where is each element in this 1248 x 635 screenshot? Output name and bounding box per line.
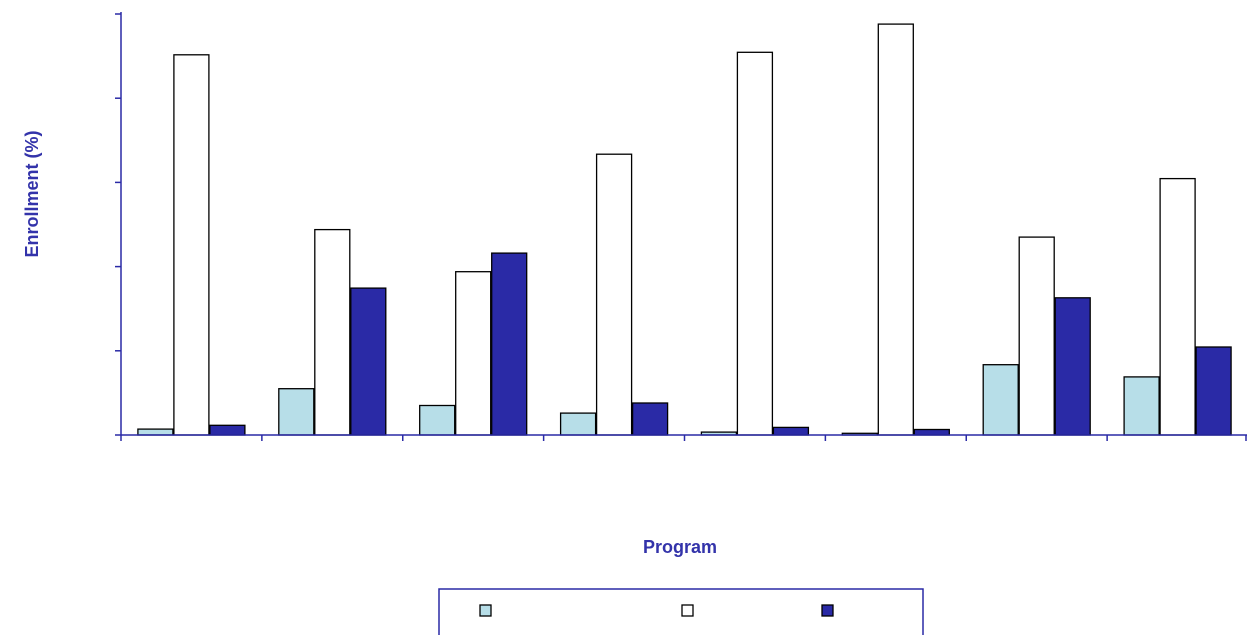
- bar-s1-c4: [559, 412, 597, 436]
- bar-s2-c7: [1018, 236, 1055, 436]
- bar-s2-c6: [877, 23, 914, 436]
- legend: [438, 588, 924, 635]
- bar-s3-c4: [631, 402, 669, 436]
- x-axis-title: Program: [643, 537, 717, 557]
- bar-s1-c2: [278, 388, 315, 436]
- legend-swatch-3: [821, 604, 834, 617]
- bar-s1-c3: [419, 404, 456, 436]
- bar-s2-c4: [595, 153, 633, 436]
- bar-s3-c1: [209, 424, 246, 436]
- bar-s1-c8: [1123, 376, 1160, 436]
- bar-s2-c3: [455, 271, 492, 436]
- legend-box: [438, 588, 924, 635]
- bar-s3-c3: [491, 252, 528, 436]
- legend-swatch-1: [479, 604, 492, 617]
- bar-s3-c8: [1195, 346, 1232, 436]
- bar-s1-c1: [137, 428, 174, 436]
- bar-s1-c7: [982, 364, 1019, 436]
- bar-s3-c6: [913, 428, 950, 436]
- bar-s3-c5: [772, 426, 810, 436]
- axes-group: [115, 12, 1247, 441]
- bar-s2-c8: [1159, 177, 1196, 436]
- bar-s3-c7: [1054, 297, 1091, 436]
- bar-s2-c5: [736, 51, 774, 436]
- y-axis-title: Enrollment (%): [22, 130, 42, 257]
- bar-s2-c2: [314, 228, 351, 436]
- bar-s3-c2: [350, 287, 387, 436]
- bars-group: [137, 23, 1232, 436]
- legend-swatch-2: [681, 604, 694, 617]
- bar-s2-c1: [173, 54, 210, 436]
